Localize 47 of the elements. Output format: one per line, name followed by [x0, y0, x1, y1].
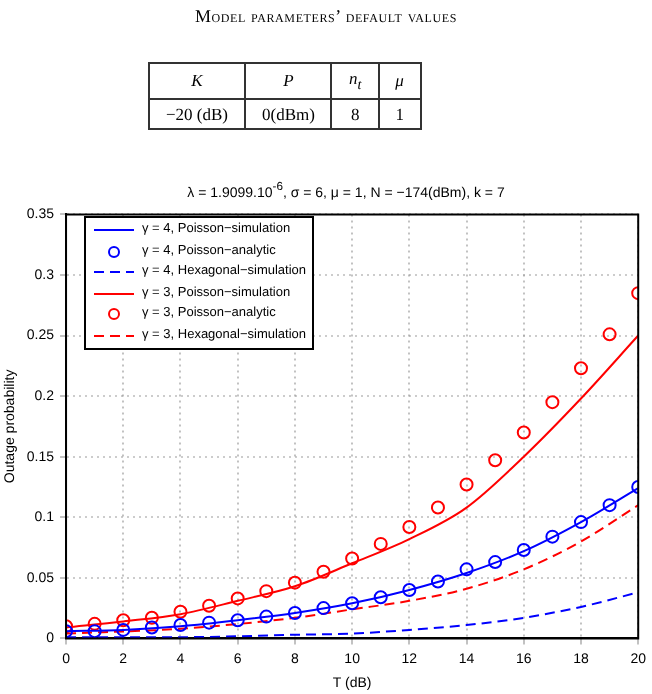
point: [173, 618, 188, 633]
point: [259, 609, 274, 624]
point: [430, 500, 445, 515]
text: 0(dBm): [245, 98, 332, 129]
point: [488, 555, 503, 570]
point: [373, 536, 388, 551]
point: [574, 515, 588, 530]
text: n$_{t}$: [331, 63, 379, 99]
text: 8: [331, 98, 379, 129]
point: [345, 596, 360, 611]
point: [402, 582, 417, 597]
point: [230, 613, 245, 628]
point: [116, 622, 131, 637]
point: [87, 624, 102, 639]
text: 1: [378, 98, 421, 129]
text: K: [149, 63, 245, 99]
point: [516, 425, 531, 440]
point: [259, 584, 274, 599]
point: [545, 529, 560, 544]
point: [144, 620, 159, 635]
point: [316, 601, 331, 616]
point: [602, 498, 617, 513]
text: μ: [378, 63, 421, 99]
point: [144, 610, 159, 625]
point: [287, 575, 302, 590]
point: [316, 564, 331, 579]
point: [516, 542, 531, 557]
text: −20 (dB): [149, 98, 245, 129]
point: [373, 590, 388, 605]
point: [402, 519, 417, 534]
point: [459, 562, 474, 577]
point: [545, 395, 560, 410]
point: [230, 591, 245, 606]
point: [602, 327, 617, 342]
point: [488, 453, 503, 468]
text: P: [245, 63, 332, 99]
point: [574, 361, 588, 376]
point: [459, 477, 474, 492]
point: [202, 615, 217, 630]
point: [116, 613, 131, 628]
point: [345, 551, 360, 566]
point: [202, 598, 217, 613]
point: [87, 616, 102, 631]
point: [173, 604, 188, 619]
point: [287, 605, 302, 620]
point: [430, 574, 445, 589]
text: Model parameters’ default values: [192, 6, 460, 26]
